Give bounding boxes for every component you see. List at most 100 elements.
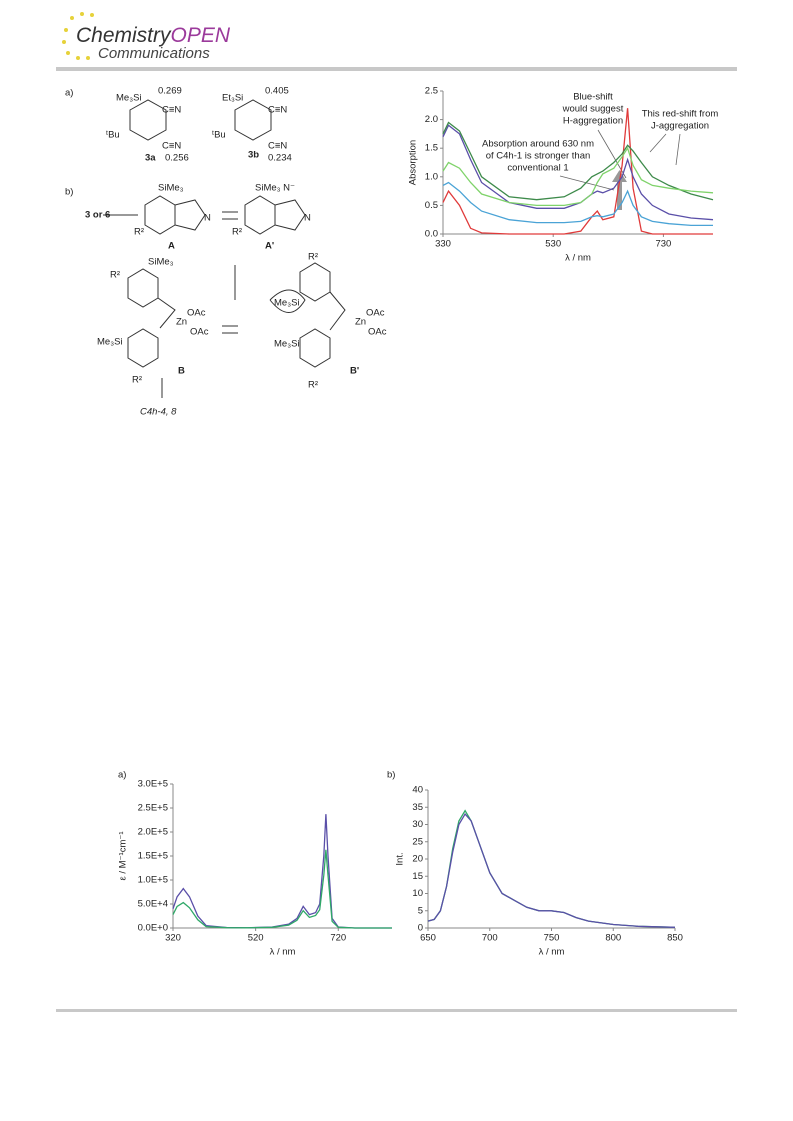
y-tick-label: 2.0E+5: [138, 827, 168, 838]
ring: [234, 99, 272, 141]
x-axis-label: λ / nm: [539, 947, 565, 958]
callouts: [559, 129, 681, 210]
label: R²: [132, 375, 142, 386]
bonds: [157, 289, 346, 331]
ring: [127, 328, 159, 368]
panel-label: b): [387, 770, 395, 781]
series-line: [427, 813, 676, 928]
ring: [174, 199, 206, 231]
label: a): [65, 88, 73, 99]
y-tick-label: 2.5E+5: [138, 803, 168, 814]
ring: [299, 262, 331, 302]
label: A: [168, 241, 175, 252]
annotation: conventional 1: [507, 163, 568, 174]
x-tick-label: 730: [655, 239, 671, 250]
label: ᵗBu: [106, 130, 120, 141]
y-tick-label: 2.5: [425, 86, 438, 97]
ring: [299, 328, 331, 368]
bottom-rule: [56, 1009, 737, 1012]
label: N: [204, 213, 211, 224]
label: SiMe₃: [148, 257, 174, 268]
label: Me₃Si: [274, 298, 300, 309]
x-tick-label: 320: [165, 933, 181, 944]
label: 3 or 6: [85, 210, 110, 221]
label: A': [265, 241, 274, 252]
annotation: This red-shift from: [642, 109, 719, 120]
panel-label: a): [118, 770, 126, 781]
label: Zn: [355, 317, 366, 328]
x-tick-label: 700: [482, 933, 498, 944]
label: 0.405: [265, 86, 289, 97]
x-tick-label: 520: [248, 933, 264, 944]
annotation: Absorption around 630 nm: [482, 139, 594, 150]
series-line: [172, 814, 392, 929]
annotation: J-aggregation: [651, 121, 709, 132]
label: B: [178, 366, 185, 377]
y-tick-label: 5: [418, 905, 423, 916]
annotation: of C4h-1 is stronger than: [486, 151, 591, 162]
label: N: [304, 213, 311, 224]
x-tick-label: 530: [545, 239, 561, 250]
logo: ChemistryOPEN Communications: [62, 12, 231, 62]
label: C≡N: [268, 105, 287, 116]
brand: ChemistryOPEN: [76, 24, 231, 47]
series-line: [442, 181, 713, 227]
y-tick-label: 35: [412, 802, 423, 813]
label: SiMe₃ N⁻: [255, 183, 295, 194]
label: OAc: [368, 327, 387, 338]
y-tick-label: 0: [418, 923, 423, 934]
label: C≡N: [162, 105, 181, 116]
x-tick-label: 720: [330, 933, 346, 944]
annotation: Blue-shift: [573, 92, 613, 103]
label: B': [350, 366, 359, 377]
x-axis-label: λ / nm: [270, 947, 296, 958]
y-tick-label: 5.0E+4: [138, 899, 168, 910]
ring: [244, 195, 276, 235]
label: R²: [308, 380, 318, 391]
y-tick-label: 30: [412, 819, 423, 830]
y-tick-label: 25: [412, 836, 423, 847]
ring: [274, 199, 306, 231]
label: SiMe₃: [158, 183, 184, 194]
label: Me₃Si: [116, 93, 142, 104]
label: Zn: [176, 317, 187, 328]
series-line: [442, 121, 714, 201]
series-line: [172, 849, 392, 929]
label: 3a: [145, 153, 156, 164]
y-tick-label: 15: [412, 871, 423, 882]
y-tick-label: 1.5: [425, 143, 438, 154]
ring: [127, 268, 159, 308]
label: 3b: [248, 150, 259, 161]
brand-accent: OPEN: [171, 24, 231, 47]
x-axis-label: λ / nm: [565, 253, 591, 264]
arrow-shaft: [617, 180, 622, 210]
top-rule: [56, 67, 737, 71]
label: b): [65, 187, 73, 198]
label: R²: [232, 227, 242, 238]
annotation: would suggest: [562, 104, 624, 115]
y-tick-label: 20: [412, 854, 423, 865]
brand-main: Chemistry: [76, 24, 172, 47]
arrow-head: [612, 170, 627, 182]
label: Me₃Si: [274, 339, 300, 350]
label: C≡N: [268, 141, 287, 152]
y-axis-label: Absorption: [408, 140, 419, 185]
ring: [144, 195, 176, 235]
y-tick-label: 2.0: [425, 114, 438, 125]
y-axis-label: ε / M⁻¹cm⁻¹: [118, 831, 129, 880]
scheme: a) Me₃Si 0.269 C≡N ᵗBu C≡N 3a 0.256 Et₃S…: [65, 86, 387, 418]
label: Et₃Si: [222, 93, 243, 104]
label: OAc: [366, 308, 385, 319]
ring: [129, 99, 167, 141]
label: Me₃Si: [97, 337, 123, 348]
y-tick-label: 1.0: [425, 171, 438, 182]
y-tick-label: 10: [412, 888, 423, 899]
series-line: [427, 809, 676, 928]
label: 0.269: [158, 86, 182, 97]
series-line: [442, 108, 713, 235]
y-tick-label: 0.0: [425, 229, 438, 240]
stars: [62, 12, 94, 60]
y-tick-label: 3.0E+5: [138, 779, 168, 790]
x-tick-label: 750: [544, 933, 560, 944]
